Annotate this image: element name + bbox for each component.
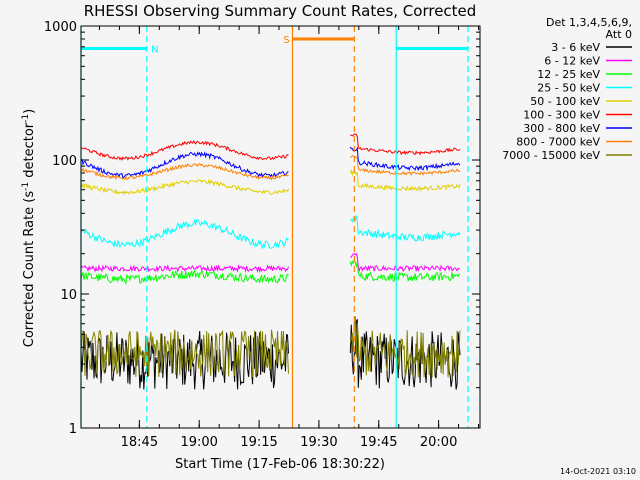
legend-label-7: 800 - 7000 keV xyxy=(516,136,600,149)
legend-label-1: 6 - 12 keV xyxy=(544,55,600,68)
series-line-5 xyxy=(80,133,461,162)
series-line-1 xyxy=(80,252,461,273)
series-line-4 xyxy=(80,168,461,196)
chart-title: RHESSI Observing Summary Count Rates, Co… xyxy=(84,2,477,20)
x-tick-label-2: 19:15 xyxy=(240,435,277,450)
series-line-6 xyxy=(80,146,461,179)
x-tick-label-0: 18:45 xyxy=(121,435,158,450)
legend-header-detectors: Det 1,3,4,5,6,9, xyxy=(546,16,632,29)
legend-label-5: 100 - 300 keV xyxy=(523,109,600,122)
x-tick-label-4: 19:45 xyxy=(360,435,397,450)
x-tick-label-3: 19:30 xyxy=(300,435,337,450)
series-line-3 xyxy=(80,215,461,250)
legend-label-6: 300 - 800 keV xyxy=(523,122,600,135)
plot-frame xyxy=(80,25,481,429)
footer-date: 14-Oct-2021 03:10 xyxy=(560,467,636,476)
series-line-7 xyxy=(80,155,461,181)
y-tick-label-2: 100 xyxy=(52,154,77,169)
x-tick-label-5: 20:00 xyxy=(420,435,457,450)
x-axis-label: Start Time (17-Feb-06 18:30:22) xyxy=(175,457,385,472)
series-line-8 xyxy=(80,316,461,378)
y-axis: 1 10 100 1000 xyxy=(44,20,480,437)
annotation-label-0: N xyxy=(151,44,158,55)
y-tick-label-3: 1000 xyxy=(44,20,77,35)
series-line-2 xyxy=(80,260,461,285)
y-tick-label-1: 10 xyxy=(60,288,77,303)
plot-area: NS xyxy=(80,25,481,429)
legend-label-2: 12 - 25 keV xyxy=(537,68,600,81)
y-axis-label: Corrected Count Rate (s-1 detector-1) xyxy=(21,109,37,347)
legend-header-attenuator: Att 0 xyxy=(606,28,632,41)
x-tick-label-1: 19:00 xyxy=(180,435,217,450)
x-axis: 18:45 19:00 19:15 19:30 19:45 20:00 xyxy=(98,26,480,450)
legend-label-0: 3 - 6 keV xyxy=(551,41,600,54)
legend-label-8: 7000 - 15000 keV xyxy=(502,149,600,162)
legend-label-4: 50 - 100 keV xyxy=(530,95,600,108)
annotation-label-2: S xyxy=(283,35,289,46)
legend-label-3: 25 - 50 keV xyxy=(537,82,600,95)
y-tick-label-0: 1 xyxy=(69,422,77,437)
